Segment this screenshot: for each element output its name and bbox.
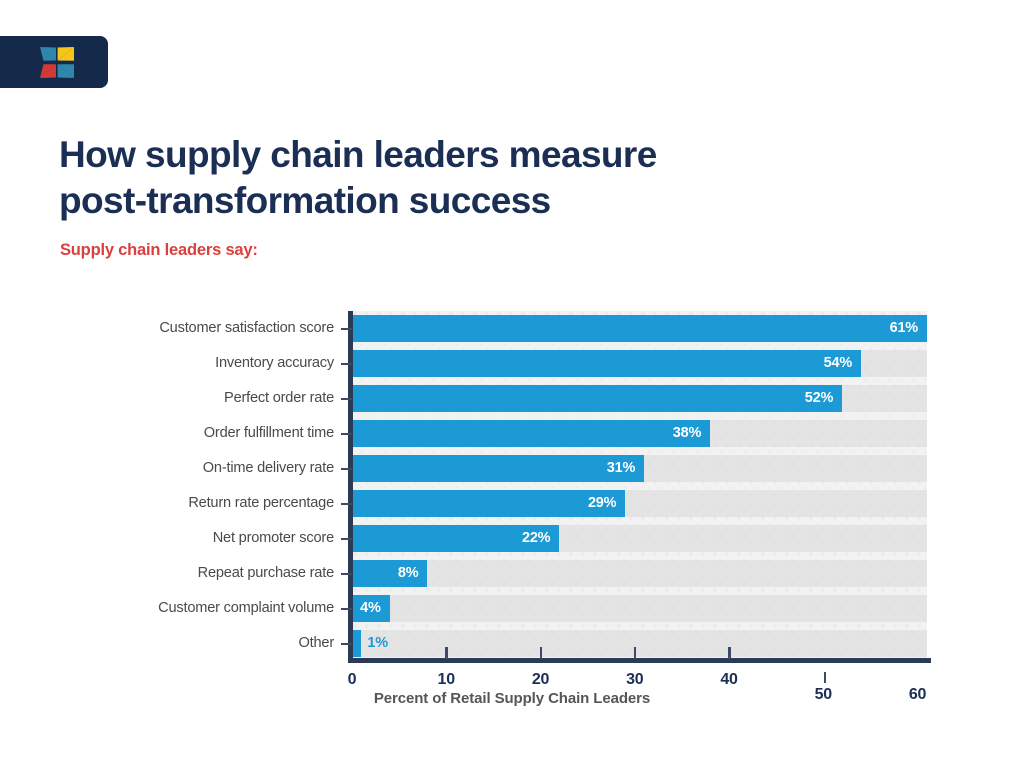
bar-row: 1% (352, 626, 927, 661)
y-axis-line (348, 311, 353, 662)
x-axis-tick (633, 647, 637, 659)
y-axis-category-label: Net promoter score (212, 529, 335, 546)
y-axis-tick (341, 607, 352, 610)
bar-value-label: 31% (606, 460, 636, 476)
x-axis-tick-label: 40 (720, 671, 738, 688)
x-axis-tick-label: 10 (437, 671, 456, 688)
y-axis-category-label: Other (298, 634, 335, 651)
bar-row: 61% (352, 311, 927, 346)
bar[interactable] (352, 560, 428, 587)
y-axis-tick (341, 502, 352, 505)
page-title: How supply chain leaders measure post-tr… (59, 132, 819, 225)
brand-logo-badge (0, 36, 108, 88)
bar-row: 52% (352, 381, 927, 416)
bar[interactable] (352, 630, 362, 657)
x-axis-title: Percent of Retail Supply Chain Leaders (373, 690, 651, 707)
bar-value-label: 22% (521, 530, 551, 546)
bar-row: 54% (352, 346, 927, 381)
bar-value-label: 1% (367, 635, 388, 651)
page-title-line-1: How supply chain leaders measure (59, 133, 657, 175)
x-axis-tick (445, 647, 448, 659)
bar-value-label: 38% (672, 425, 702, 441)
bar-value-label: 4% (360, 600, 381, 616)
bar-value-label: 8% (397, 565, 419, 581)
y-axis-category-label: Return rate percentage (188, 494, 334, 511)
y-axis-tick (341, 642, 352, 645)
y-axis-category-label: Order fulfillment time (203, 424, 334, 441)
x-axis-tick-label: 50 (814, 686, 833, 703)
y-axis-category-label: On-time delivery rate (202, 459, 334, 476)
bar[interactable] (352, 385, 843, 412)
bar-row: 29% (352, 486, 927, 521)
y-axis-tick (341, 362, 352, 365)
bar[interactable] (352, 350, 862, 377)
x-axis-tick-label: 20 (531, 671, 550, 688)
page-title-line-2: post-transformation success (59, 180, 551, 222)
bar[interactable] (352, 595, 390, 622)
bar-row-band (352, 630, 927, 657)
y-axis-tick (341, 467, 352, 470)
bar-row-band (352, 560, 927, 587)
bar[interactable] (352, 315, 927, 342)
y-axis-tick (341, 327, 352, 330)
bar-value-label: 61% (889, 320, 919, 336)
bar-value-label: 29% (587, 495, 617, 511)
y-axis-category-label: Customer satisfaction score (159, 319, 334, 336)
x-axis-tick-label: 60 (908, 686, 927, 703)
y-axis-category-label: Inventory accuracy (215, 354, 334, 371)
x-axis-tick-label: 0 (347, 671, 357, 688)
bar-row: 22% (352, 521, 927, 556)
x-axis-tick-label: 30 (626, 671, 644, 688)
y-axis-tick (341, 397, 352, 400)
y-axis-tick (341, 537, 352, 540)
bar-value-label: 54% (823, 355, 853, 371)
bar[interactable] (352, 455, 645, 482)
bar-rows: 61% 54% 52% 38% 31% 29% 22% 8% 4% 1% (352, 311, 927, 661)
bar-chart: 61% 54% 52% 38% 31% 29% 22% 8% 4% 1% Customer sat… (0, 300, 1024, 730)
x-axis-line (348, 658, 931, 663)
y-axis-tick (341, 572, 352, 575)
bar-row: 38% (352, 416, 927, 451)
x-axis-tick (539, 647, 543, 659)
bar-row: 31% (352, 451, 927, 486)
bar-row: 8% (352, 556, 927, 591)
bar[interactable] (352, 490, 626, 517)
kicker-label: Supply chain leaders say: (60, 241, 258, 259)
y-axis-category-label: Customer complaint volume (158, 599, 334, 616)
bar[interactable] (352, 420, 711, 447)
y-axis-tick (341, 432, 352, 435)
bar-value-label: 52% (804, 390, 834, 406)
bar-row: 4% (352, 591, 927, 626)
bar[interactable] (352, 525, 560, 552)
x-axis-tick (728, 647, 731, 659)
x-axis-stray-tick (824, 672, 826, 683)
pinwheel-logo-icon (40, 47, 74, 78)
plot-area: 61% 54% 52% 38% 31% 29% 22% 8% 4% 1% (352, 311, 927, 661)
y-axis-category-label: Perfect order rate (224, 389, 334, 406)
bar-row-band (352, 595, 927, 622)
y-axis-category-label: Repeat purchase rate (197, 564, 335, 581)
